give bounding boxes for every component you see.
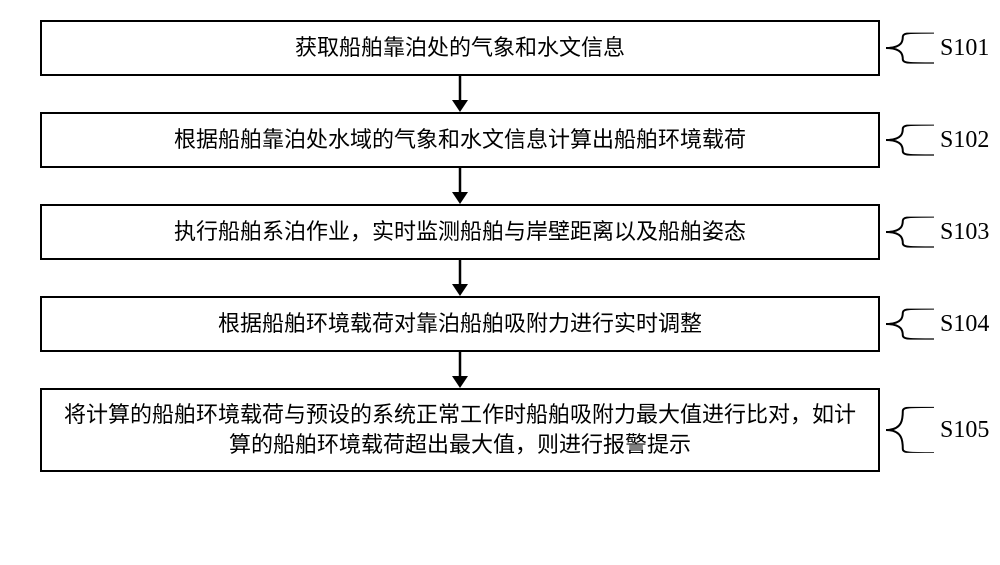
flow-step-box: 将计算的船舶环境载荷与预设的系统正常工作时船舶吸附力最大值进行比对，如计算的船舶…	[40, 388, 880, 472]
flow-step-label: S103	[940, 219, 989, 246]
flow-step-box: 根据船舶环境载荷对靠泊船舶吸附力进行实时调整	[40, 296, 880, 352]
flow-arrow	[40, 260, 880, 296]
flow-step: 将计算的船舶环境载荷与预设的系统正常工作时船舶吸附力最大值进行比对，如计算的船舶…	[40, 388, 880, 472]
flow-step: 根据船舶环境载荷对靠泊船舶吸附力进行实时调整 S104	[40, 296, 880, 352]
flow-arrow	[40, 168, 880, 204]
flow-step: 获取船舶靠泊处的气象和水文信息 S101	[40, 20, 880, 76]
arrow-down-icon	[448, 168, 472, 204]
flow-step-box: 获取船舶靠泊处的气象和水文信息	[40, 20, 880, 76]
flow-step-label: S102	[940, 127, 989, 154]
flow-step: 执行船舶系泊作业，实时监测船舶与岸壁距离以及船舶姿态 S103	[40, 204, 880, 260]
flowchart-container: 获取船舶靠泊处的气象和水文信息 S101 根据船舶靠泊处水域的气象和水文信息计算…	[40, 20, 880, 472]
flow-step-label: S101	[940, 35, 989, 62]
arrow-down-icon	[448, 260, 472, 296]
flow-step: 根据船舶靠泊处水域的气象和水文信息计算出船舶环境载荷 S102	[40, 112, 880, 168]
flow-step-label: S104	[940, 311, 989, 338]
flow-step-box: 根据船舶靠泊处水域的气象和水文信息计算出船舶环境载荷	[40, 112, 880, 168]
flow-step-box: 执行船舶系泊作业，实时监测船舶与岸壁距离以及船舶姿态	[40, 204, 880, 260]
arrow-down-icon	[448, 76, 472, 112]
flow-step-label: S105	[940, 417, 989, 444]
flow-arrow	[40, 76, 880, 112]
flow-arrow	[40, 352, 880, 388]
arrow-down-icon	[448, 352, 472, 388]
